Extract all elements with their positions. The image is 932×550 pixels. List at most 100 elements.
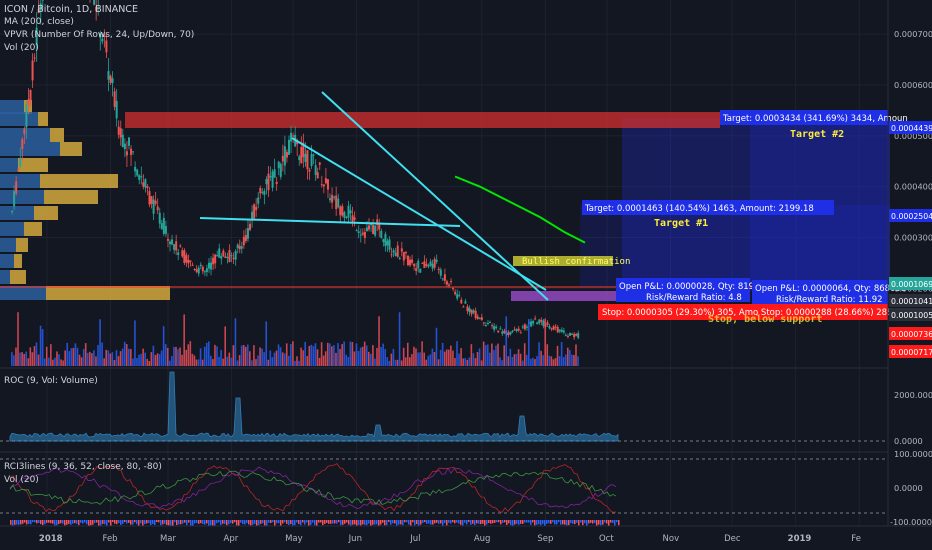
rci-vol-bar [468,520,470,523]
volume-bar [308,345,311,366]
candle-body [277,161,280,169]
volume-bar [156,353,159,366]
volume-bar [177,349,179,366]
candle-body [292,135,295,137]
volume-bar [519,353,522,366]
candle-body [489,321,492,323]
rci-vol-bar [592,520,594,524]
rci-vol-title[interactable]: Vol (20) [4,475,39,485]
rci-vol-bar [538,520,540,525]
candle-body [575,334,578,336]
rci-vol-bar [92,520,94,525]
volume-bar [64,350,66,366]
candle-body [466,306,469,312]
candle-body [259,187,262,194]
rci-vol-bar [316,520,318,526]
volume-bar [431,348,434,366]
rci-vol-bar [562,520,564,525]
rci-vol-bar [352,520,354,525]
time-tick: Dec [724,534,741,544]
volume-bar [107,350,110,366]
volume-bar [359,347,362,366]
volume-bar [472,353,475,366]
rci-vol-bar [460,520,462,525]
rci-vol-bar [472,520,474,524]
volume-bar [21,352,23,366]
volume-bar [228,352,231,366]
rci-vol-bar [56,520,58,526]
candle-body [400,248,403,252]
candle-body [523,324,526,330]
study-ma[interactable]: MA (200, close) [4,17,74,27]
rci-vol-bar [428,520,430,524]
candle-body [296,140,299,145]
candle-body [121,134,124,148]
rci-vol-bar [118,520,120,523]
volume-bar [423,352,425,366]
candle-body [261,191,264,193]
volume-bar [355,343,358,366]
volume-bar [454,358,456,366]
rci-vol-bar [330,520,332,524]
candle-body [177,252,180,256]
rci-vol-bar [508,520,510,524]
volume-bar [269,350,272,366]
candle-body [234,251,237,260]
roc-title[interactable]: ROC (9, Vol: Volume) [4,376,98,386]
rci-vol-bar [54,520,56,526]
time-tick: Sep [537,534,553,544]
volume-bar [345,354,348,366]
volume-bar [15,347,17,366]
volume-bar [29,347,32,366]
rci-vol-bar [548,520,550,524]
volume-bar [566,347,569,366]
volume-bar [476,352,479,366]
rci-vol-bar [450,520,452,524]
candle-body [238,245,241,250]
volume-bar [234,318,237,366]
volume-bar [62,360,64,366]
rci-vol-bar [474,520,476,526]
rci-vol-bar [486,520,488,525]
candle-body [540,320,543,322]
rci-vol-bar [90,520,92,526]
rci-vol-bar [598,520,600,525]
study-vpvr[interactable]: VPVR (Number Of Rows, 24, Up/Down, 70) [4,30,195,40]
candle-body [320,184,323,186]
candle-body [13,191,16,207]
volume-bars [11,312,579,366]
candle-body [203,271,206,273]
rci-vol-bar [256,520,258,526]
rci-vol-bar [344,520,346,524]
candle-body [507,332,510,336]
rci-vol-bar [96,520,98,523]
candle-body [525,326,528,328]
study-vol[interactable]: Vol (20) [4,43,39,53]
volume-bar [421,341,423,366]
volume-bar [312,346,315,366]
volume-bar [482,341,485,366]
volume-bar [68,351,71,366]
volume-bar [554,358,557,366]
volume-bar [564,354,567,366]
rci-vol-bar [66,520,68,525]
rci-vol-bar [52,520,54,524]
rci-vol-bar [10,520,12,525]
ma200-line [454,175,586,244]
rci-vol-bar [284,520,286,523]
rci-line [9,466,617,510]
candle-body [491,325,494,327]
rci-vol-bar [194,520,196,524]
candle-body [450,281,453,283]
rci-vol-bar [226,520,228,526]
candle-body [443,274,446,281]
rci-vol-bar [272,520,274,523]
volume-bar [52,359,54,366]
rci-title[interactable]: RCI3lines (9, 36, 52, close, 80, -80) [4,462,162,472]
candle-body [316,172,319,179]
candle-body [394,252,397,256]
candle-body [310,154,313,167]
candle-body [220,256,223,259]
volume-bar [466,359,469,366]
